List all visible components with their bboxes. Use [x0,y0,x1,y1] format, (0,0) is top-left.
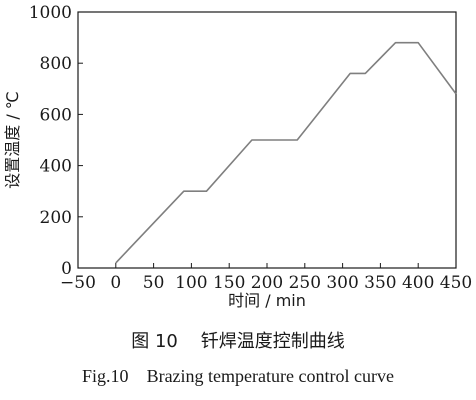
x-ticks: −50 0 50 100 150 200 250 300 350 400 450 [60,263,472,293]
y-ticks: 0 200 400 600 800 1000 [29,3,83,279]
x-tick-label: 50 [143,273,165,293]
y-tick-label: 200 [40,208,72,228]
y-tick-label: 800 [40,54,72,74]
x-tick-label: 400 [402,273,434,293]
caption-cn-label: 图 10 [131,331,178,352]
x-tick-label: 100 [175,273,207,293]
y-axis-title: 设置温度 / ℃ [3,91,22,189]
y-tick-label: 0 [61,259,72,279]
x-tick-label: 300 [326,273,358,293]
caption-en-label: Fig.10 [82,366,129,386]
x-tick-label: 200 [251,273,283,293]
y-tick-label: 600 [40,105,72,125]
caption-en-title: Brazing temperature control curve [146,366,394,386]
x-tick-label: −50 [60,273,96,293]
x-tick-label: 350 [364,273,396,293]
x-tick-label: 0 [110,273,121,293]
x-tick-label: 150 [213,273,245,293]
y-tick-label: 1000 [29,3,72,23]
y-tick-label: 400 [40,157,72,177]
caption-cn-title: 钎焊温度控制曲线 [200,331,345,352]
chart: −50 0 50 100 150 200 250 300 350 400 450 020040060… [3,3,472,310]
x-axis-title: 时间 / min [228,291,306,310]
x-tick-label: 450 [440,273,472,293]
caption-english: Fig.10 Brazing temperature control curve [0,366,476,387]
series-layer [115,41,457,264]
caption-chinese: 图 10 钎焊温度控制曲线 [0,327,476,353]
series-line-0 [115,41,457,264]
x-tick-label: 250 [289,273,321,293]
